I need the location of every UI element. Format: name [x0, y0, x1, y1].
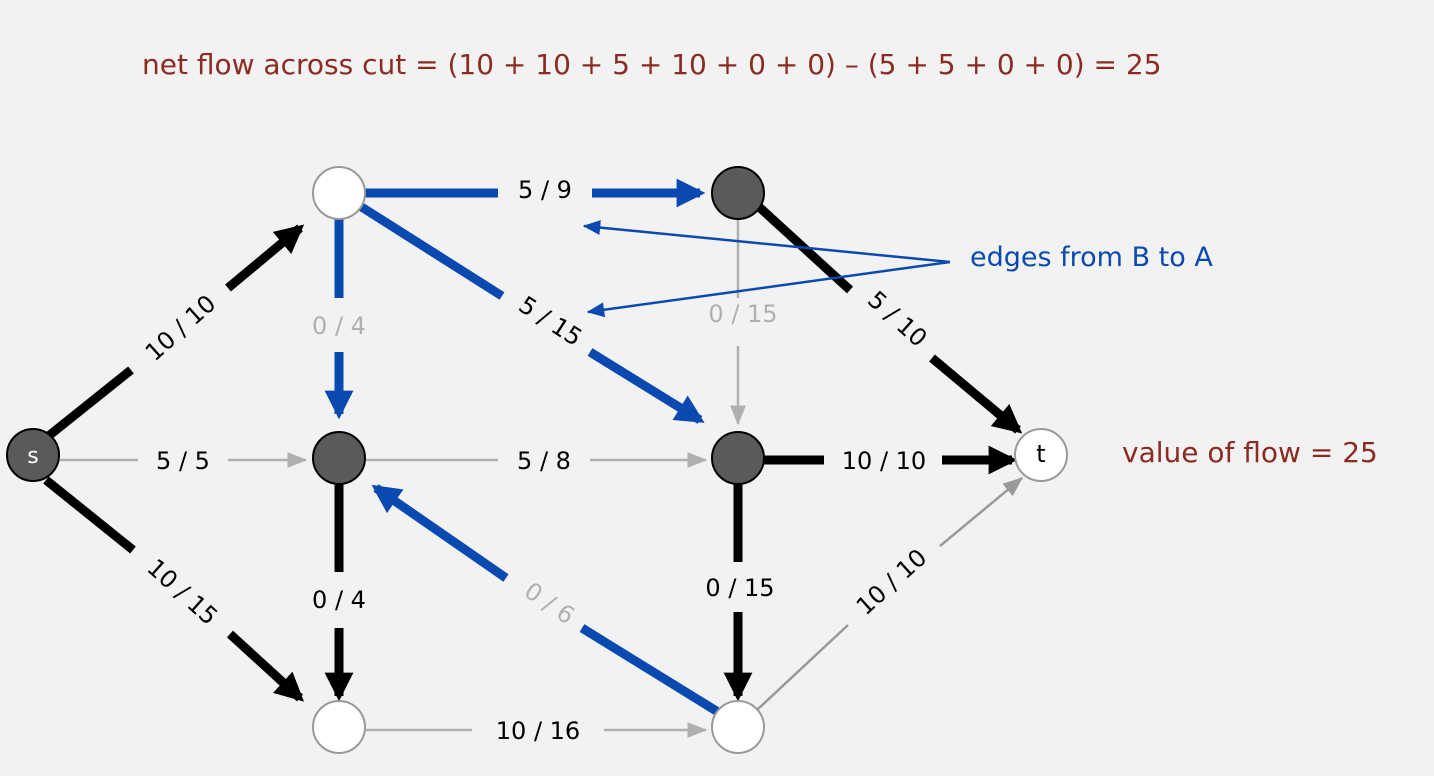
edge-f-b: 0 / 6 [371, 484, 721, 716]
edge-label-a-b: 0 / 4 [312, 312, 366, 340]
annotation-pointers [582, 220, 951, 318]
edge-label-s-c: 10 / 15 [142, 553, 223, 630]
node-t: t [1014, 428, 1068, 482]
edge-label-b-e: 5 / 8 [517, 447, 571, 475]
edge-a-e: 5 / 15 [357, 202, 705, 424]
edge-b-e: 5 / 8 [366, 447, 708, 475]
edge-label-e-t: 10 / 10 [842, 447, 926, 475]
edge-f-t: 10 / 10 [757, 477, 1023, 710]
node-s-label: s [27, 444, 38, 469]
node-t-label: t [1036, 440, 1045, 468]
edge-label-s-a: 10 / 10 [140, 289, 221, 366]
node-b [312, 431, 366, 485]
edge-d-e: 0 / 15 [708, 218, 778, 426]
edge-label-d-e: 0 / 15 [708, 300, 777, 328]
edge-a-b: 0 / 4 [312, 218, 366, 420]
edge-label-c-f: 10 / 16 [496, 717, 580, 745]
edge-e-t: 10 / 10 [764, 445, 1018, 475]
edge-s-b: 5 / 5 [60, 447, 308, 475]
edge-label-e-f: 0 / 15 [705, 574, 774, 602]
edges-b-to-a-label: edges from B to A [970, 242, 1213, 273]
edge-s-c: 10 / 15 [43, 476, 304, 702]
value-of-flow-label: value of flow = 25 [1122, 436, 1378, 469]
node-a [312, 166, 366, 220]
edge-label-a-e: 5 / 15 [514, 291, 587, 352]
edge-label-f-b: 0 / 6 [519, 577, 579, 630]
edge-label-f-t: 10 / 10 [851, 543, 932, 620]
edge-s-a: 10 / 10 [43, 224, 305, 442]
node-d [711, 166, 765, 220]
edge-label-s-b: 5 / 5 [156, 447, 210, 475]
node-s: s [6, 428, 60, 482]
edge-c-f: 10 / 16 [366, 717, 708, 745]
node-c [312, 700, 366, 754]
edge-a-d: 5 / 9 [364, 176, 706, 208]
edge-d-t: 5 / 10 [754, 202, 1023, 434]
edge-b-c: 0 / 4 [312, 484, 366, 702]
edge-label-a-d: 5 / 9 [518, 176, 572, 204]
edge-label-d-t: 5 / 10 [862, 286, 932, 353]
node-e [711, 431, 765, 485]
node-f [711, 700, 765, 754]
edge-e-f: 0 / 15 [705, 484, 775, 702]
edge-label-b-c: 0 / 4 [312, 586, 366, 614]
net-flow-formula: net flow across cut = (10 + 10 + 5 + 10 … [142, 48, 1162, 81]
